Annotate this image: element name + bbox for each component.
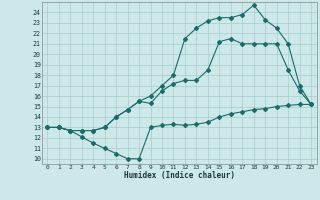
X-axis label: Humidex (Indice chaleur): Humidex (Indice chaleur) (124, 171, 235, 180)
